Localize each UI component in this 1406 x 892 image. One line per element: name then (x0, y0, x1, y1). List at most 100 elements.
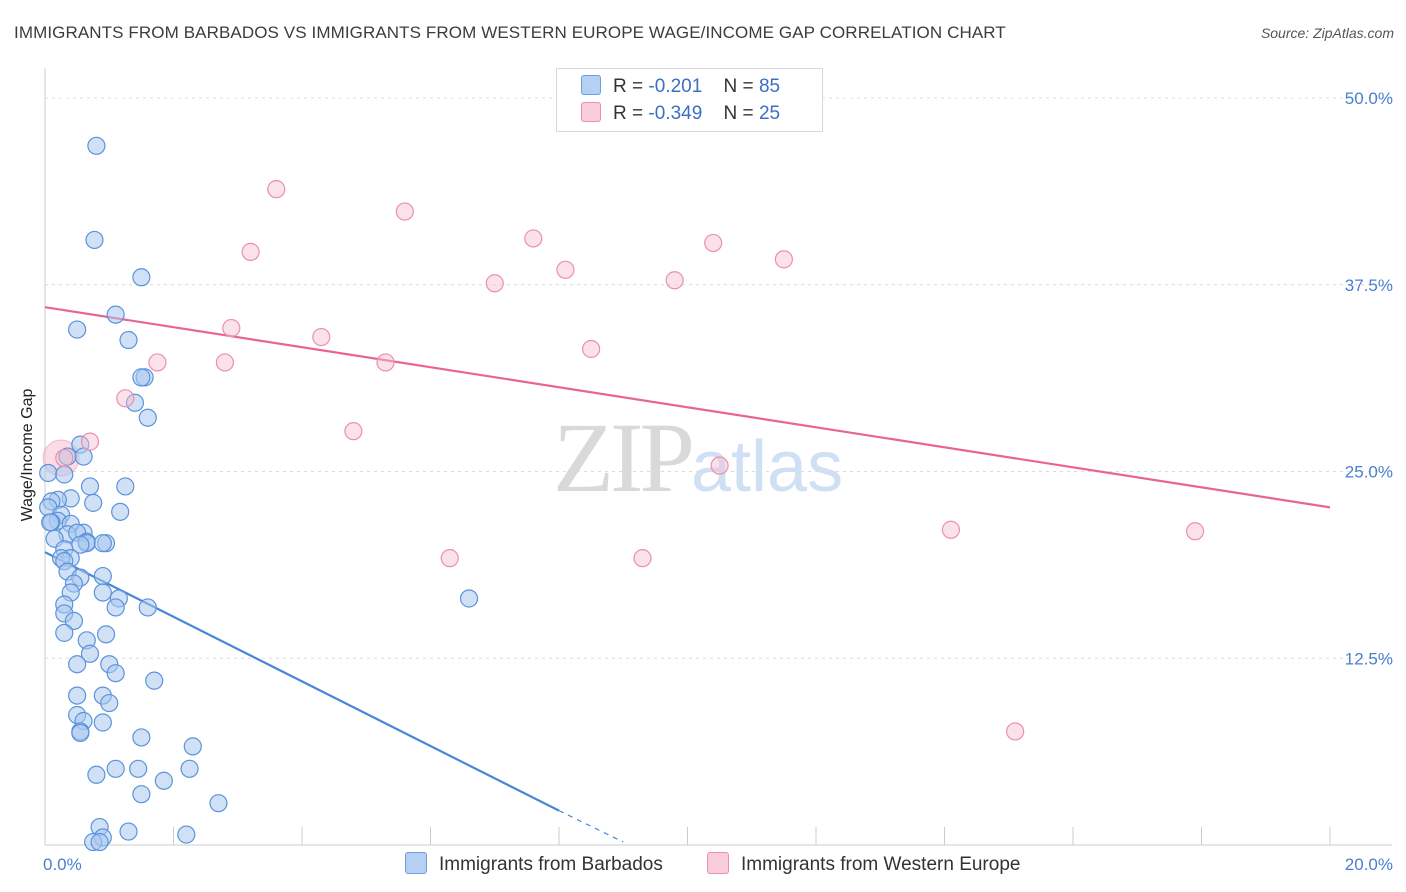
barbados-point (125, 393, 145, 412)
barbados-point (68, 655, 87, 674)
western-europe-point (556, 260, 575, 279)
barbados-point (96, 625, 116, 644)
western-europe-point (582, 339, 601, 359)
western-europe-point (524, 229, 543, 248)
barbados-point (106, 598, 125, 617)
pink-swatch (581, 102, 601, 122)
barbados-point (132, 368, 151, 387)
barbados-point (55, 623, 74, 642)
legend-row-western-europe: R = -0.349 N = 25 (581, 102, 780, 128)
barbados-point (68, 686, 87, 705)
western-europe-point (116, 389, 135, 408)
y-tick-label: 12.5% (1345, 649, 1393, 668)
n-label: N = (723, 103, 754, 124)
n-value: 25 (758, 103, 781, 124)
watermark: ZIPatlas (553, 400, 843, 515)
western-europe-point (80, 432, 100, 451)
barbados-point (209, 794, 228, 813)
barbados-point (177, 825, 196, 844)
barbados-point (84, 493, 103, 512)
western-europe-point (704, 233, 723, 253)
barbados-point (132, 785, 151, 804)
x-tick-label: 0.0% (43, 855, 82, 874)
legend-item-barbados[interactable]: Immigrants from Barbados (405, 852, 663, 876)
blue-swatch (405, 852, 427, 874)
r-label: R = (613, 103, 644, 124)
r-value: -0.349 (648, 103, 703, 124)
barbados-point (119, 822, 138, 841)
trend-lines (44, 306, 1331, 843)
barbados-point (39, 463, 58, 483)
barbados-point (459, 589, 479, 608)
tick-labels: 12.5% 25.0% 37.5% 50.0% 0.0% 20.0% (43, 89, 1393, 874)
barbados-trend-line (44, 551, 560, 812)
legend-label: Immigrants from Barbados (439, 854, 663, 875)
western-europe-point (941, 520, 961, 539)
n-label: N = (723, 76, 754, 97)
western-europe-point (1185, 522, 1205, 541)
y-tick-label: 50.0% (1345, 89, 1393, 108)
barbados-trend-extension (558, 810, 624, 843)
legend-item-western-europe[interactable]: Immigrants from Western Europe (707, 852, 1020, 876)
western-europe-point (222, 318, 241, 338)
western-europe-point (215, 353, 234, 372)
barbados-point (80, 477, 100, 496)
western-europe-point (55, 448, 74, 468)
barbados-point (93, 713, 112, 732)
western-europe-point (267, 180, 286, 199)
y-tick-label: 37.5% (1345, 276, 1393, 295)
barbados-point (145, 671, 164, 690)
barbados-point (71, 723, 90, 743)
barbados-point (80, 644, 100, 663)
watermark-zip: ZIP (553, 402, 695, 513)
r-value: -0.201 (648, 76, 703, 97)
barbados-point (106, 305, 125, 324)
western-europe-point (241, 242, 260, 261)
stats-legend: R = -0.201 N = 85 R = -0.349 N = 25 (556, 68, 823, 132)
r-label: R = (613, 76, 644, 97)
chart-title: IMMIGRANTS FROM BARBADOS VS IMMIGRANTS F… (14, 23, 1006, 42)
barbados-point (87, 765, 106, 784)
barbados-point (111, 502, 130, 521)
barbados-point (154, 771, 173, 790)
western-europe-point (376, 353, 395, 372)
y-tick-label: 25.0% (1345, 463, 1393, 482)
barbados-point (138, 598, 157, 617)
series-legend: Immigrants from Barbados Immigrants from… (0, 852, 1406, 878)
barbados-point (64, 611, 84, 631)
barbados-point (119, 330, 138, 350)
barbados-point (180, 759, 199, 778)
barbados-point (132, 728, 151, 747)
watermark-atlas: atlas (691, 427, 844, 507)
barbados-point (129, 759, 148, 778)
western-europe-point (485, 274, 504, 293)
western-europe-point (633, 549, 652, 568)
western-europe-point (148, 353, 167, 372)
barbados-point (106, 759, 125, 778)
western-europe-point (440, 549, 459, 568)
barbados-point (93, 534, 112, 553)
barbados-point (87, 136, 106, 155)
blue-swatch (581, 75, 601, 95)
western-europe-point (710, 456, 729, 475)
barbados-point (100, 693, 119, 713)
n-value: 85 (758, 76, 781, 97)
barbados-point (90, 832, 109, 852)
barbados-point (41, 513, 60, 532)
barbados-point (93, 583, 112, 602)
western-europe-trend-line (44, 306, 1331, 509)
x-tick-label: 20.0% (1345, 855, 1393, 874)
western-europe-point (344, 422, 363, 441)
barbados-point (116, 477, 135, 496)
barbados-point (93, 566, 112, 586)
barbados-point (138, 408, 157, 427)
western-europe-point (774, 250, 793, 269)
barbados-point (132, 268, 151, 287)
gridlines (45, 97, 1392, 659)
barbados-point (85, 230, 104, 250)
barbados-point (106, 664, 125, 683)
barbados-point (55, 465, 74, 484)
legend-row-barbados: R = -0.201 N = 85 (581, 75, 780, 101)
source-label: Source: ZipAtlas.com (1260, 25, 1394, 41)
western-europe-point (395, 202, 414, 221)
